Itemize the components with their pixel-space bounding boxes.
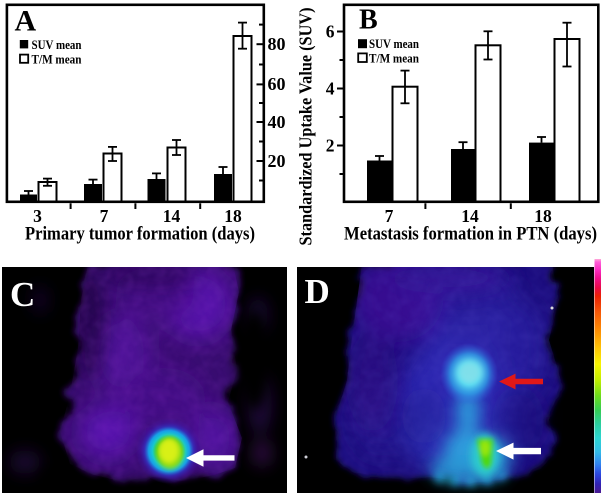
svg-text:C: C xyxy=(10,275,35,314)
svg-text:4: 4 xyxy=(326,79,335,99)
svg-text:7: 7 xyxy=(100,206,109,226)
svg-text:SUV mean: SUV mean xyxy=(369,36,420,51)
svg-text:SUV mean: SUV mean xyxy=(32,37,83,52)
svg-text:18: 18 xyxy=(534,206,552,226)
svg-text:Standardized Uptake Value (SUV: Standardized Uptake Value (SUV) xyxy=(296,8,317,246)
svg-text:2: 2 xyxy=(326,136,335,156)
svg-text:T/M mean: T/M mean xyxy=(32,52,83,67)
svg-text:14: 14 xyxy=(461,206,479,226)
svg-text:7: 7 xyxy=(385,206,394,226)
svg-text:3: 3 xyxy=(33,206,42,226)
svg-text:14: 14 xyxy=(163,206,181,226)
svg-text:60: 60 xyxy=(268,74,286,94)
svg-text:18: 18 xyxy=(224,206,242,226)
svg-text:A: A xyxy=(15,5,37,38)
svg-text:Metastasis formation in PTN (d: Metastasis formation in PTN (days) xyxy=(344,224,597,245)
svg-text:80: 80 xyxy=(268,34,286,54)
svg-text:Primary tumor formation (days): Primary tumor formation (days) xyxy=(25,224,255,245)
svg-text:40: 40 xyxy=(268,112,286,132)
svg-text:6: 6 xyxy=(326,22,335,42)
svg-text:20: 20 xyxy=(268,151,286,171)
svg-text:B: B xyxy=(359,5,378,36)
svg-text:D: D xyxy=(305,272,330,311)
svg-text:T/M mean: T/M mean xyxy=(369,50,420,65)
